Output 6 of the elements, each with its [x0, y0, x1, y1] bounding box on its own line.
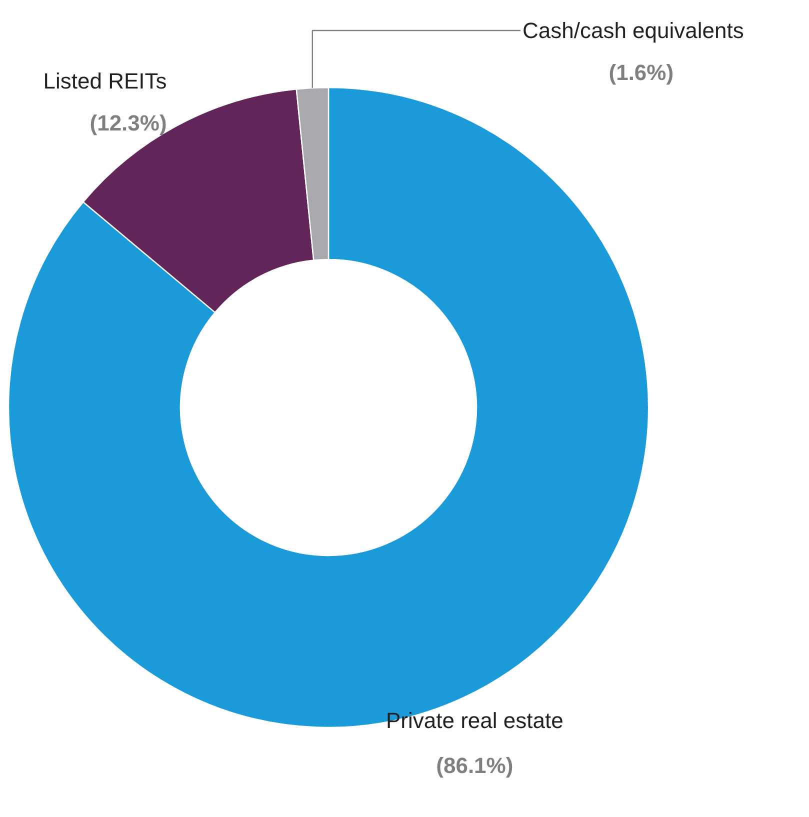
data-label: (86.1%): [436, 753, 514, 778]
slice-label: Listed REITs: [43, 68, 167, 94]
slice-label: Cash/cash equivalents: [522, 18, 744, 43]
slice-label: Private real estate: [386, 708, 564, 734]
data-label: (12.3%): [90, 110, 167, 136]
data-label: (1.6%): [608, 60, 674, 85]
